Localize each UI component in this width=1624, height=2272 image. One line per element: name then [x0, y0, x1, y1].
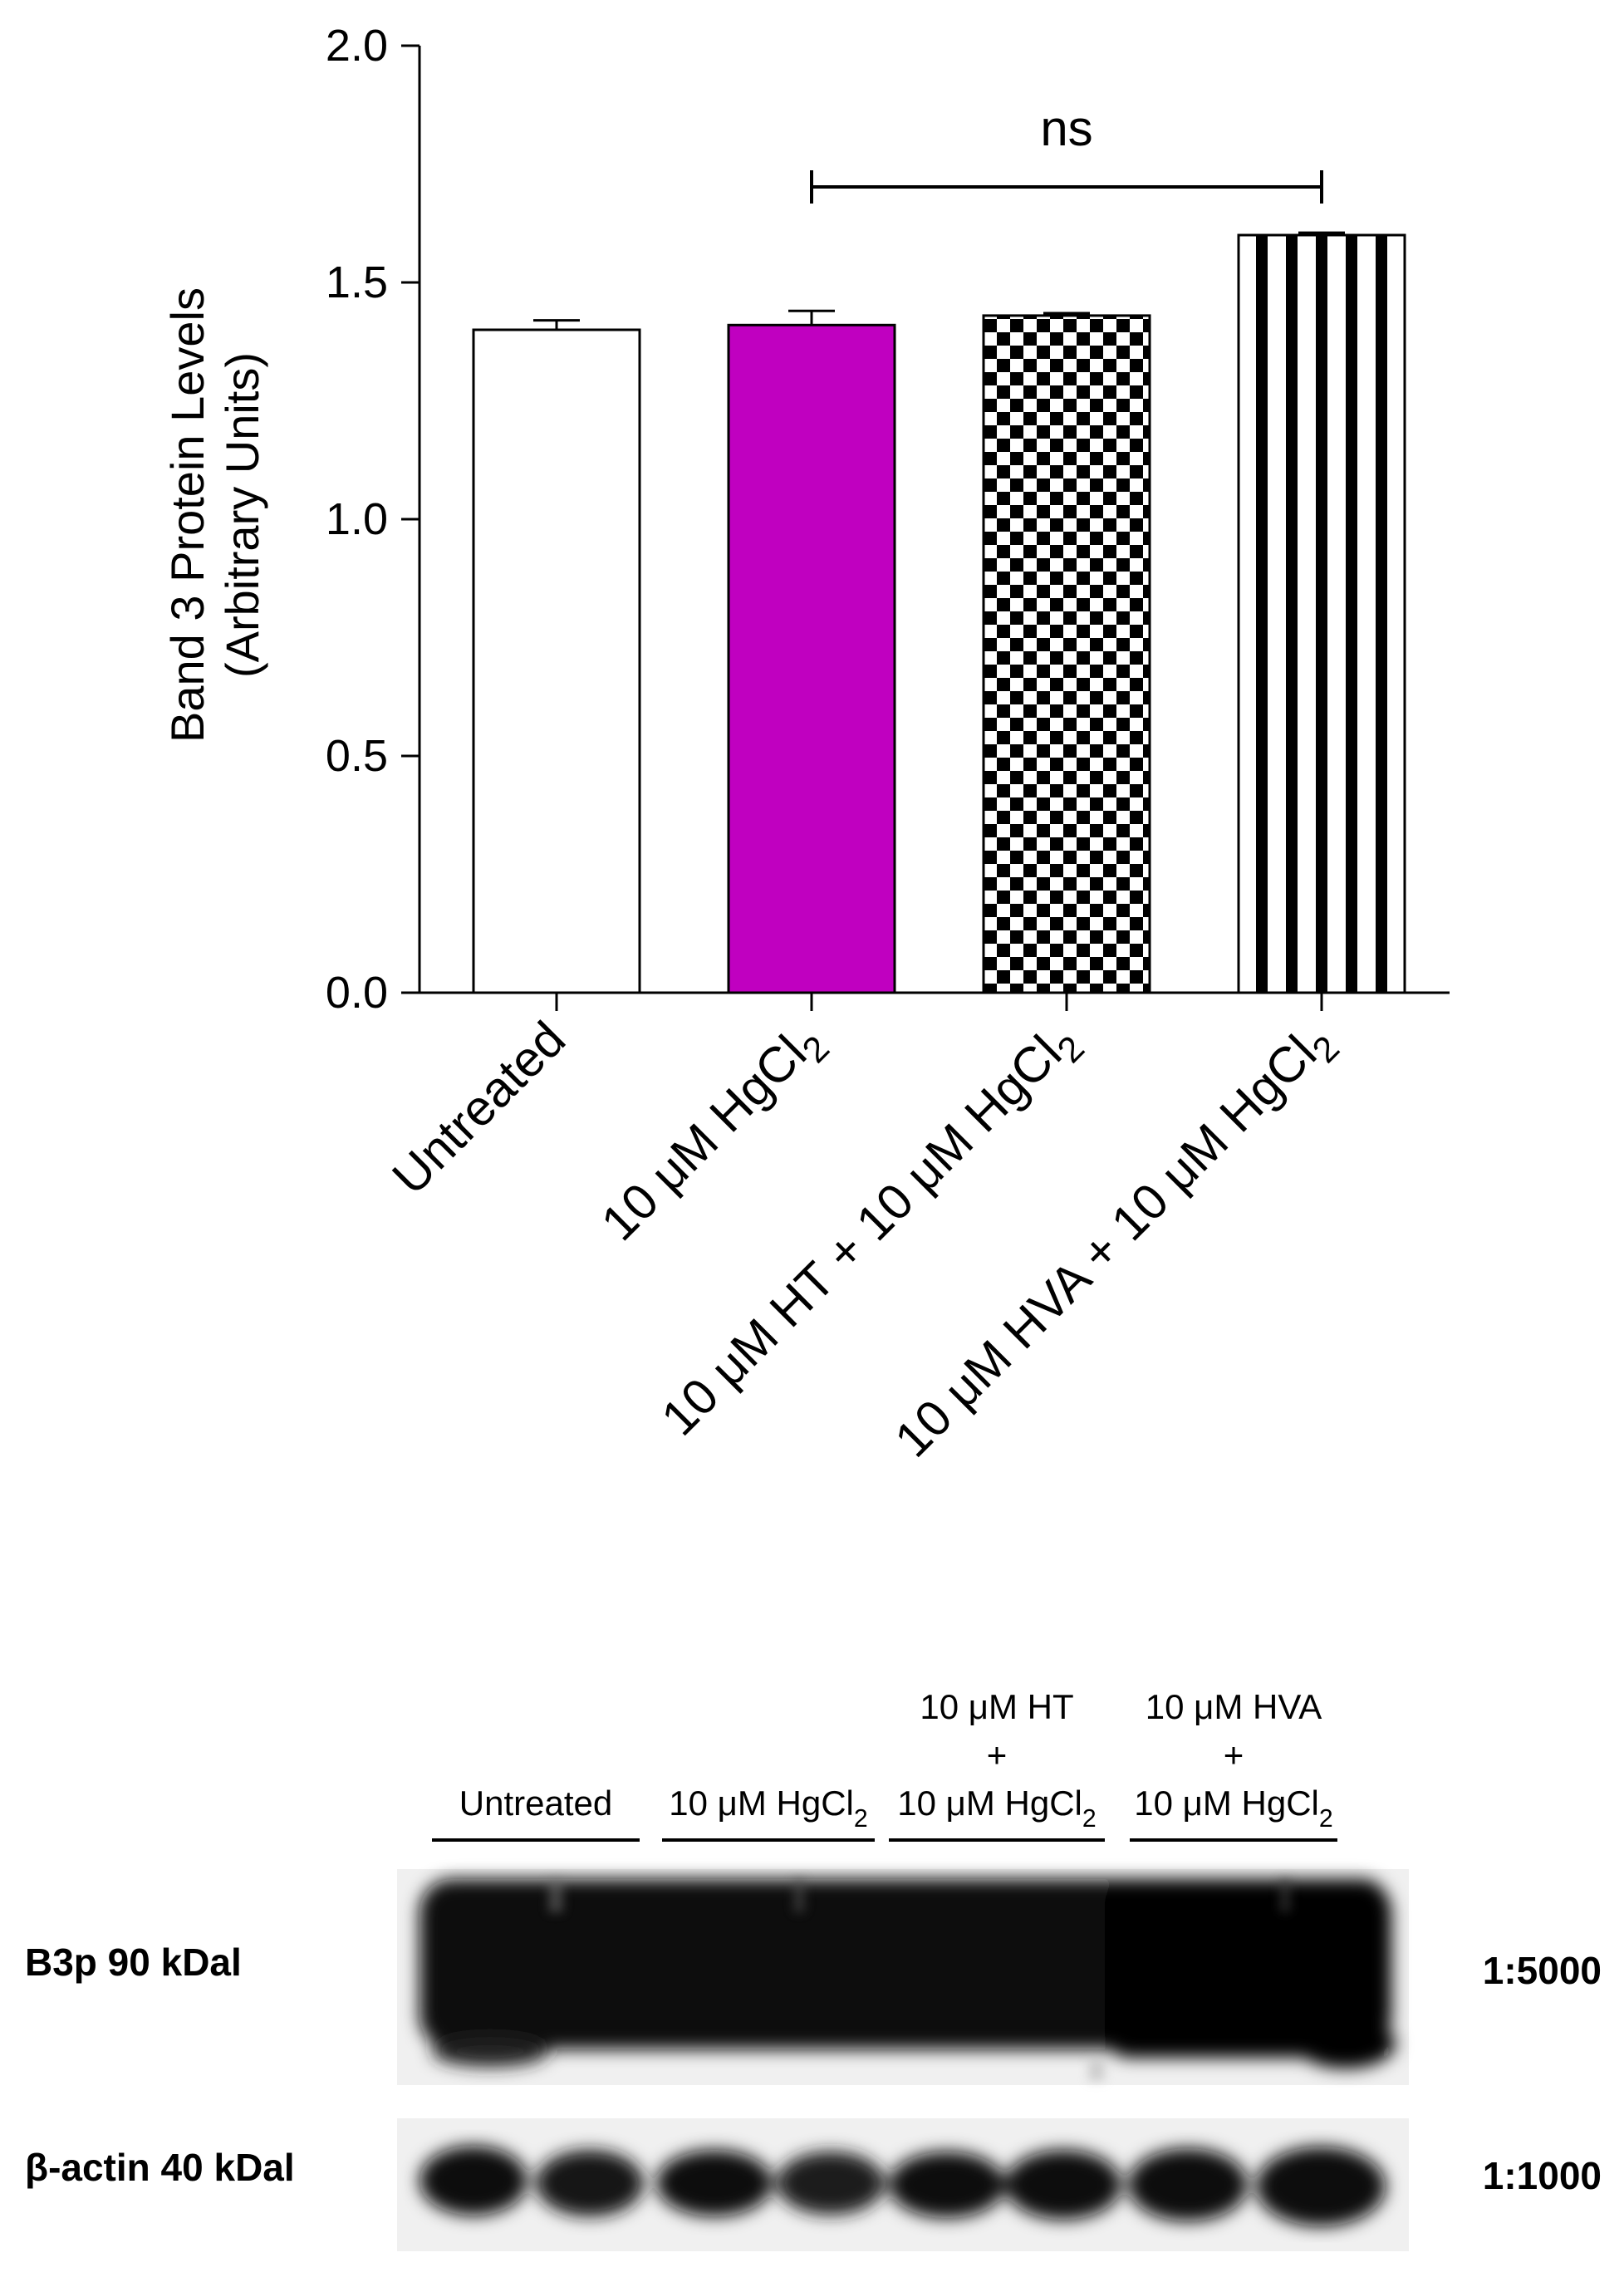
blot-image-beta-actin: [397, 2118, 1409, 2251]
western-blot-labels: Untreated 10 μM HgCl2 10 μM HT +10 μM HgCl2…: [25, 1687, 1602, 2197]
y-tick-label: 2.0: [326, 21, 388, 71]
lane-label-3-line-3: 10 μM HgCl2: [897, 1784, 1096, 1833]
y-tick-label: 0.5: [326, 731, 388, 781]
y-tick-label: 1.0: [326, 494, 388, 544]
significance-label: ns: [1040, 101, 1092, 156]
lane-label-3-line-2: +: [987, 1735, 1008, 1774]
bar-4: [1237, 233, 1406, 994]
x-category-label-3: 10 μM HT + 10 μM HgCl2: [650, 1011, 1092, 1453]
lane-label-1-line-1: Untreated: [459, 1784, 612, 1823]
blot-row-label-1: B3p 90 kDal: [25, 1941, 242, 1984]
lane-label-2-line-1: 10 μM HgCl2: [669, 1784, 867, 1833]
blot-dilution-2: 1:1000: [1483, 2154, 1602, 2197]
y-tick-label: 1.5: [326, 258, 388, 307]
lane-label-3-line-1: 10 μM HT: [920, 1687, 1073, 1726]
y-axis-title: Band 3 Protein Levels(Arbitrary Units): [161, 287, 268, 743]
x-category-label-2: 10 μM HgCl2: [591, 1011, 837, 1258]
blot-dilution-1: 1:5000: [1483, 1949, 1602, 1992]
x-category-label-4: 10 μM HVA + 10 μM HgCl2: [884, 1011, 1347, 1475]
bar-2: [727, 323, 896, 994]
lane-label-4-line-2: +: [1224, 1735, 1244, 1774]
y-tick-label: 0.0: [326, 968, 388, 1018]
lane-label-4-line-1: 10 μM HVA: [1146, 1687, 1322, 1726]
x-category-label-1: Untreated: [381, 1011, 576, 1205]
bar-3: [982, 314, 1151, 994]
blot-image-b3p: [397, 1869, 1409, 2085]
bar-1: [472, 328, 641, 994]
lane-label-4-line-3: 10 μM HgCl2: [1134, 1784, 1332, 1833]
blot-row-label-2: β-actin 40 kDal: [25, 2146, 295, 2189]
bar-chart: 0.0 0.5 1.0 1.5 2.0 Band 3 Protein Levels(Arb…: [161, 21, 1450, 1475]
